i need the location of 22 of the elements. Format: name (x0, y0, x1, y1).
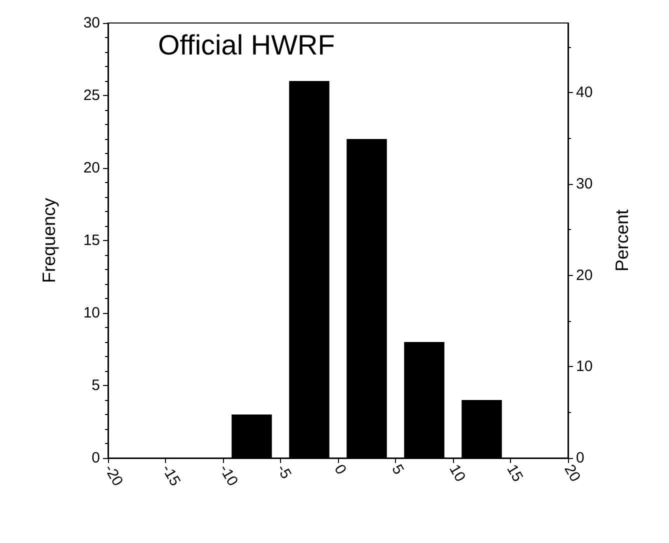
x-tick-label: 0 (330, 462, 350, 478)
y-tick-label: 5 (92, 377, 100, 394)
x-tick-label: 15 (503, 462, 526, 485)
x-tick-label: 5 (388, 462, 408, 478)
x-tick-label: 10 (446, 462, 469, 485)
x-tick-label: -20 (100, 462, 126, 490)
y2-tick-label: 20 (576, 266, 593, 284)
y-tick-label: 10 (83, 304, 100, 322)
chart-title: Official HWRF (158, 30, 335, 60)
y-axis-title: Frequency (39, 198, 59, 284)
y-tick-label: 25 (83, 87, 100, 104)
x-tick-label: -15 (158, 462, 184, 490)
y2-tick-label: 30 (576, 175, 593, 192)
y-tick-label: 15 (83, 232, 100, 249)
y-tick-label: 0 (92, 450, 100, 466)
y-tick-label: 30 (83, 14, 100, 32)
y2-tick-label: 40 (576, 84, 593, 102)
x-tick-label: -10 (216, 462, 242, 490)
x-tick-label: -5 (273, 462, 295, 482)
y2-tick-label: 10 (576, 358, 593, 376)
y2-axis-title: Percent (612, 209, 632, 272)
y-tick-label: 20 (83, 160, 100, 176)
